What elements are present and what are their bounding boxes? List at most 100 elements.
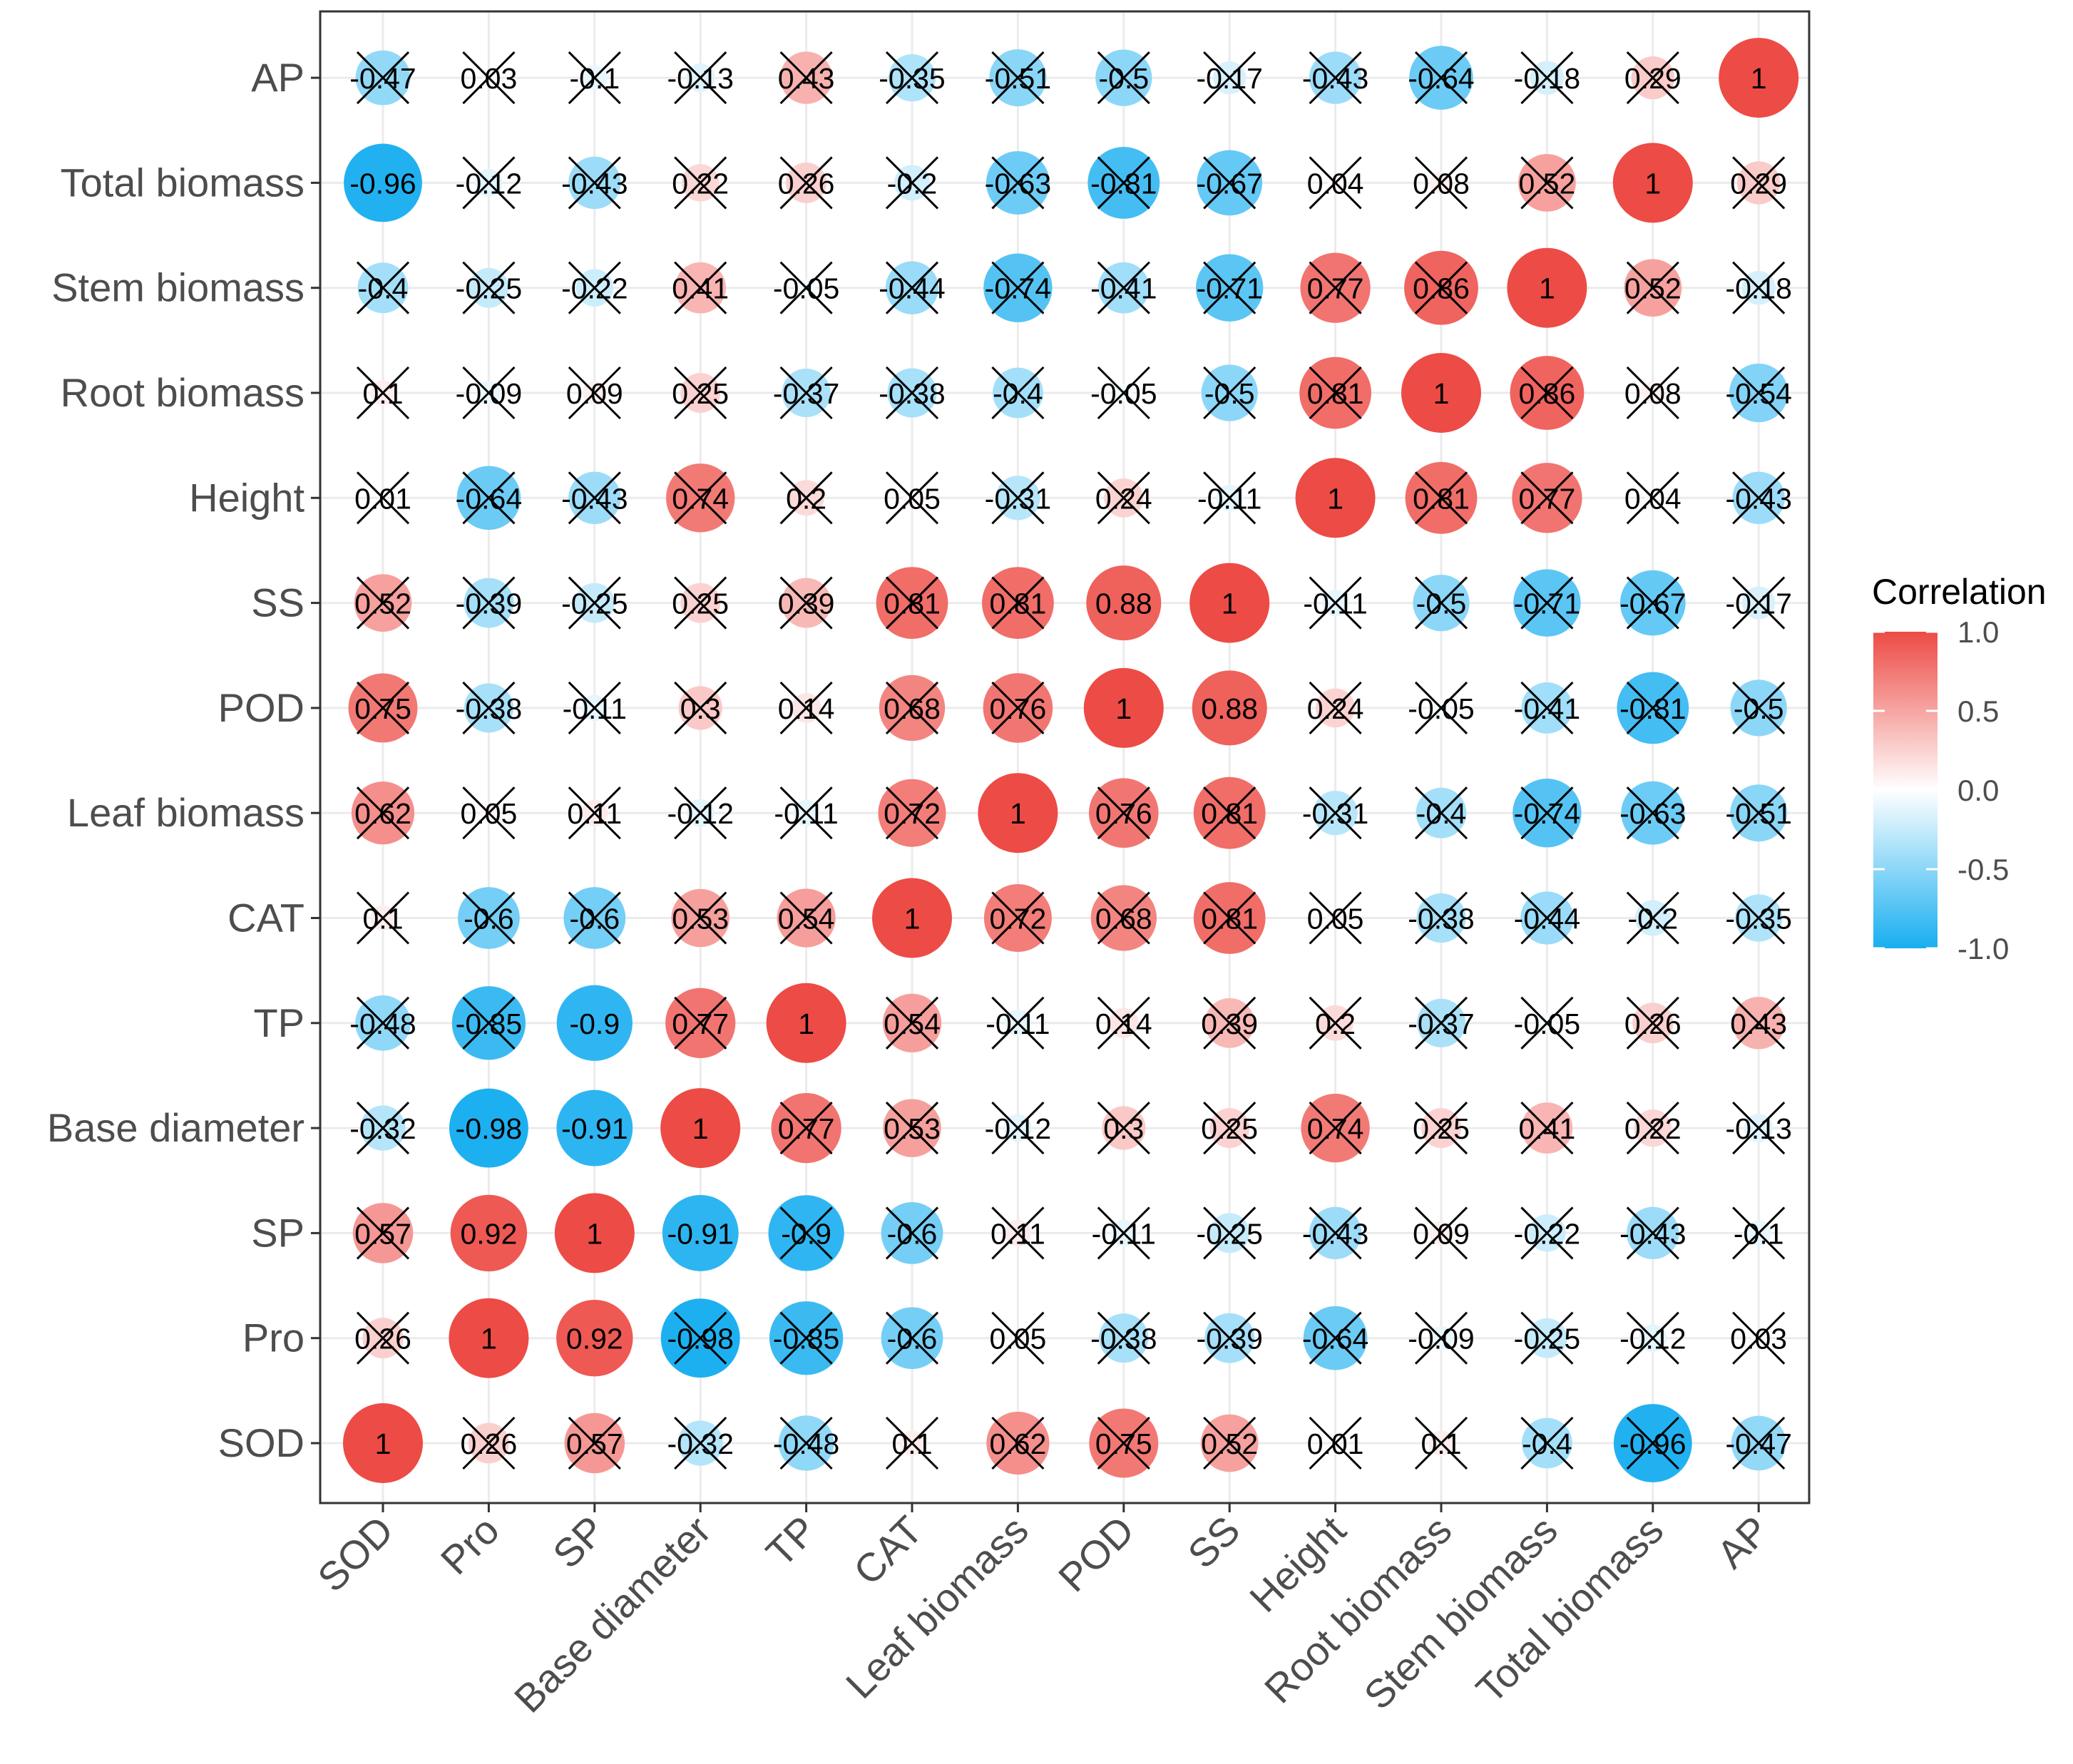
correlation-circle — [1295, 458, 1376, 538]
correlation-circle — [556, 1299, 633, 1377]
correlation-circle — [554, 1193, 635, 1273]
legend-tick-label: 0.0 — [1957, 774, 1999, 807]
nonsignificant-cross — [1414, 681, 1468, 734]
nonsignificant-cross — [462, 576, 516, 630]
nonsignificant-cross — [1520, 891, 1574, 945]
correlation-label: 1 — [586, 1217, 603, 1250]
nonsignificant-cross — [779, 681, 833, 734]
nonsignificant-cross — [1626, 366, 1679, 420]
correlation-circle — [660, 1088, 741, 1169]
y-axis-tick-label: SOD — [218, 1420, 304, 1465]
nonsignificant-cross — [1309, 1416, 1362, 1470]
correlation-label: 1 — [1010, 797, 1026, 830]
correlation-circle — [449, 1088, 528, 1168]
correlation-circle — [450, 1194, 528, 1272]
nonsignificant-cross — [1414, 891, 1468, 945]
nonsignificant-cross — [356, 1102, 410, 1155]
nonsignificant-cross — [885, 681, 939, 734]
nonsignificant-cross — [1520, 1206, 1574, 1260]
nonsignificant-cross — [1626, 261, 1679, 314]
nonsignificant-cross — [1732, 156, 1786, 210]
nonsignificant-cross — [1414, 576, 1468, 630]
nonsignificant-cross — [356, 681, 410, 734]
legend-tick-label: 1.0 — [1957, 615, 1999, 649]
correlation-label: 1 — [692, 1112, 709, 1145]
nonsignificant-cross — [1626, 1206, 1679, 1260]
nonsignificant-cross — [356, 891, 410, 945]
nonsignificant-cross — [1203, 786, 1256, 840]
nonsignificant-cross — [885, 261, 939, 314]
nonsignificant-cross — [568, 261, 621, 314]
nonsignificant-cross — [1626, 1311, 1679, 1365]
nonsignificant-cross — [674, 156, 727, 210]
nonsignificant-cross — [1309, 261, 1362, 314]
nonsignificant-cross — [1097, 156, 1150, 210]
correlation-label: 1 — [481, 1323, 497, 1355]
correlation-circle — [1719, 38, 1799, 118]
nonsignificant-cross — [991, 996, 1045, 1050]
nonsignificant-cross — [1520, 1311, 1574, 1365]
nonsignificant-cross — [885, 366, 939, 420]
y-axis-tick-label: CAT — [227, 896, 304, 940]
nonsignificant-cross — [1203, 366, 1256, 420]
nonsignificant-cross — [356, 261, 410, 314]
correlation-label: -0.91 — [561, 1112, 628, 1145]
nonsignificant-cross — [1309, 1206, 1362, 1260]
nonsignificant-cross — [1097, 366, 1150, 420]
nonsignificant-cross — [991, 366, 1045, 420]
nonsignificant-cross — [1097, 786, 1150, 840]
nonsignificant-cross — [779, 156, 833, 210]
nonsignificant-cross — [779, 1311, 833, 1365]
correlation-circle — [662, 1194, 739, 1271]
nonsignificant-cross — [1414, 156, 1468, 210]
correlation-circle — [1189, 563, 1270, 643]
nonsignificant-cross — [885, 1416, 939, 1470]
correlation-label: 1 — [1751, 62, 1767, 95]
nonsignificant-cross — [1309, 996, 1362, 1050]
nonsignificant-cross — [1203, 156, 1256, 210]
nonsignificant-cross — [674, 786, 727, 840]
nonsignificant-cross — [674, 891, 727, 945]
y-axis-tick-label: Leaf biomass — [67, 790, 304, 835]
nonsignificant-cross — [1097, 1311, 1150, 1365]
y-axis-tick-label: Base diameter — [47, 1105, 304, 1150]
nonsignificant-cross — [674, 471, 727, 525]
correlation-circle — [1507, 247, 1587, 328]
nonsignificant-cross — [885, 156, 939, 210]
nonsignificant-cross — [1732, 1416, 1786, 1470]
y-axis-tick-label: POD — [218, 685, 304, 730]
nonsignificant-cross — [1626, 786, 1679, 840]
nonsignificant-cross — [1097, 1416, 1150, 1470]
nonsignificant-cross — [1414, 1206, 1468, 1260]
nonsignificant-cross — [991, 681, 1045, 734]
correlation-label: 1 — [1222, 588, 1238, 620]
nonsignificant-cross — [1626, 576, 1679, 630]
correlation-circle — [344, 143, 422, 222]
nonsignificant-cross — [356, 1206, 410, 1260]
nonsignificant-cross — [1626, 996, 1679, 1050]
nonsignificant-cross — [1414, 1311, 1468, 1365]
nonsignificant-cross — [1626, 51, 1679, 105]
nonsignificant-cross — [1414, 471, 1468, 525]
nonsignificant-cross — [356, 471, 410, 525]
y-axis-tick-label: Stem biomass — [51, 265, 304, 310]
nonsignificant-cross — [991, 1206, 1045, 1260]
nonsignificant-cross — [462, 681, 516, 734]
nonsignificant-cross — [779, 1102, 833, 1155]
nonsignificant-cross — [674, 576, 727, 630]
nonsignificant-cross — [1414, 786, 1468, 840]
nonsignificant-cross — [1520, 576, 1574, 630]
y-axis-tick-label: Root biomass — [61, 370, 304, 415]
nonsignificant-cross — [779, 261, 833, 314]
nonsignificant-cross — [779, 1416, 833, 1470]
nonsignificant-cross — [356, 996, 410, 1050]
nonsignificant-cross — [1097, 1102, 1150, 1155]
nonsignificant-cross — [1309, 786, 1362, 840]
nonsignificant-cross — [1732, 891, 1786, 945]
nonsignificant-cross — [991, 471, 1045, 525]
nonsignificant-cross — [779, 366, 833, 420]
correlation-label: 1 — [1327, 482, 1343, 515]
correlation-label: 1 — [1115, 692, 1132, 725]
correlation-label: 1 — [1644, 167, 1661, 200]
